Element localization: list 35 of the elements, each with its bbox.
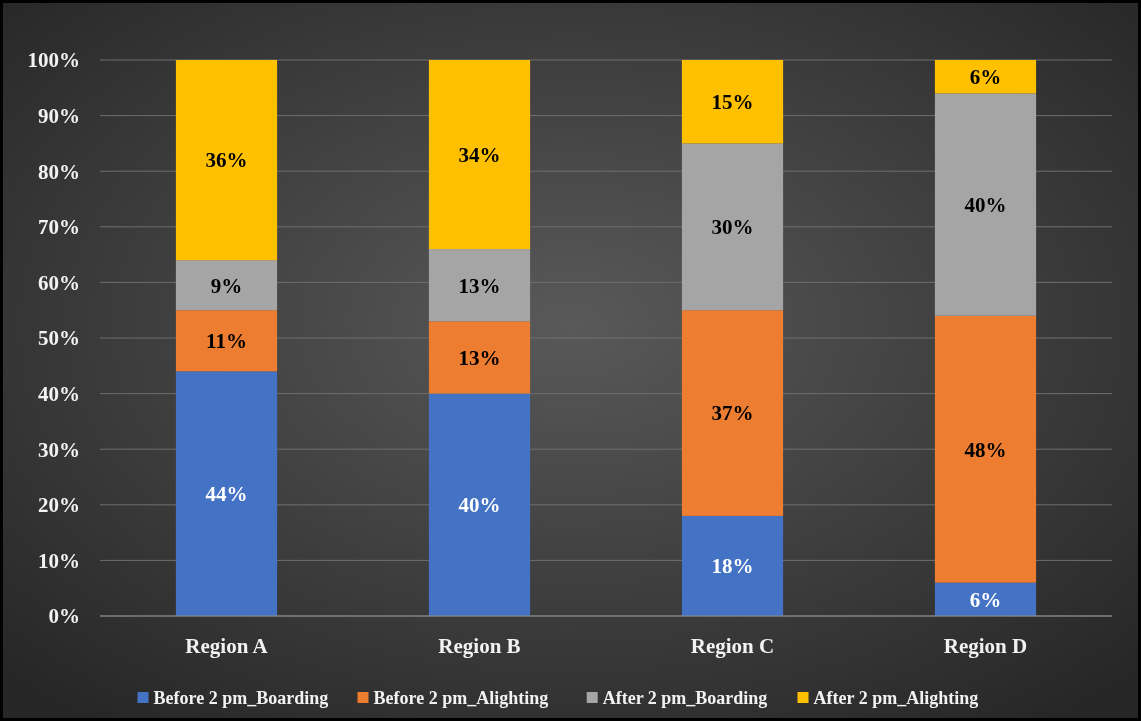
y-tick-label: 100%: [27, 48, 80, 73]
data-label: 11%: [206, 329, 247, 354]
x-tick-label: Region B: [438, 634, 521, 659]
data-label: 13%: [458, 345, 501, 370]
x-tick-label: Region C: [690, 634, 775, 659]
y-tick-label: 60%: [38, 270, 80, 295]
x-tick-label: Region D: [943, 634, 1028, 659]
y-tick-label: 90%: [38, 103, 80, 128]
y-tick-label: 80%: [38, 159, 80, 184]
y-tick-label: 40%: [38, 381, 80, 406]
y-tick-label: 10%: [38, 548, 80, 573]
data-label: 9%: [210, 273, 243, 298]
data-label: 44%: [205, 482, 248, 507]
x-tick-label: Region A: [185, 634, 269, 659]
data-label: 48%: [964, 437, 1007, 462]
data-label: 36%: [205, 148, 248, 173]
y-tick-label: 30%: [38, 437, 80, 462]
legend-label: After 2 pm_Boarding: [602, 688, 768, 709]
data-label: 30%: [711, 215, 754, 240]
data-label: 40%: [458, 493, 501, 518]
data-label: 6%: [969, 65, 1002, 90]
data-label: 40%: [964, 192, 1007, 217]
data-label: 34%: [458, 142, 501, 167]
data-label: 13%: [458, 273, 501, 298]
y-tick-label: 20%: [38, 493, 80, 518]
data-label: 37%: [711, 401, 754, 426]
y-tick-label: 50%: [38, 326, 80, 351]
legend-label: Before 2 pm_Boarding: [153, 688, 329, 709]
data-label: 15%: [711, 90, 754, 115]
legend-label: After 2 pm_Alighting: [813, 688, 979, 709]
legend-label: Before 2 pm_Alighting: [373, 688, 549, 709]
data-label: 18%: [711, 554, 754, 579]
data-label: 6%: [969, 587, 1002, 612]
y-tick-label: 0%: [48, 604, 80, 629]
y-tick-label: 70%: [38, 215, 80, 240]
